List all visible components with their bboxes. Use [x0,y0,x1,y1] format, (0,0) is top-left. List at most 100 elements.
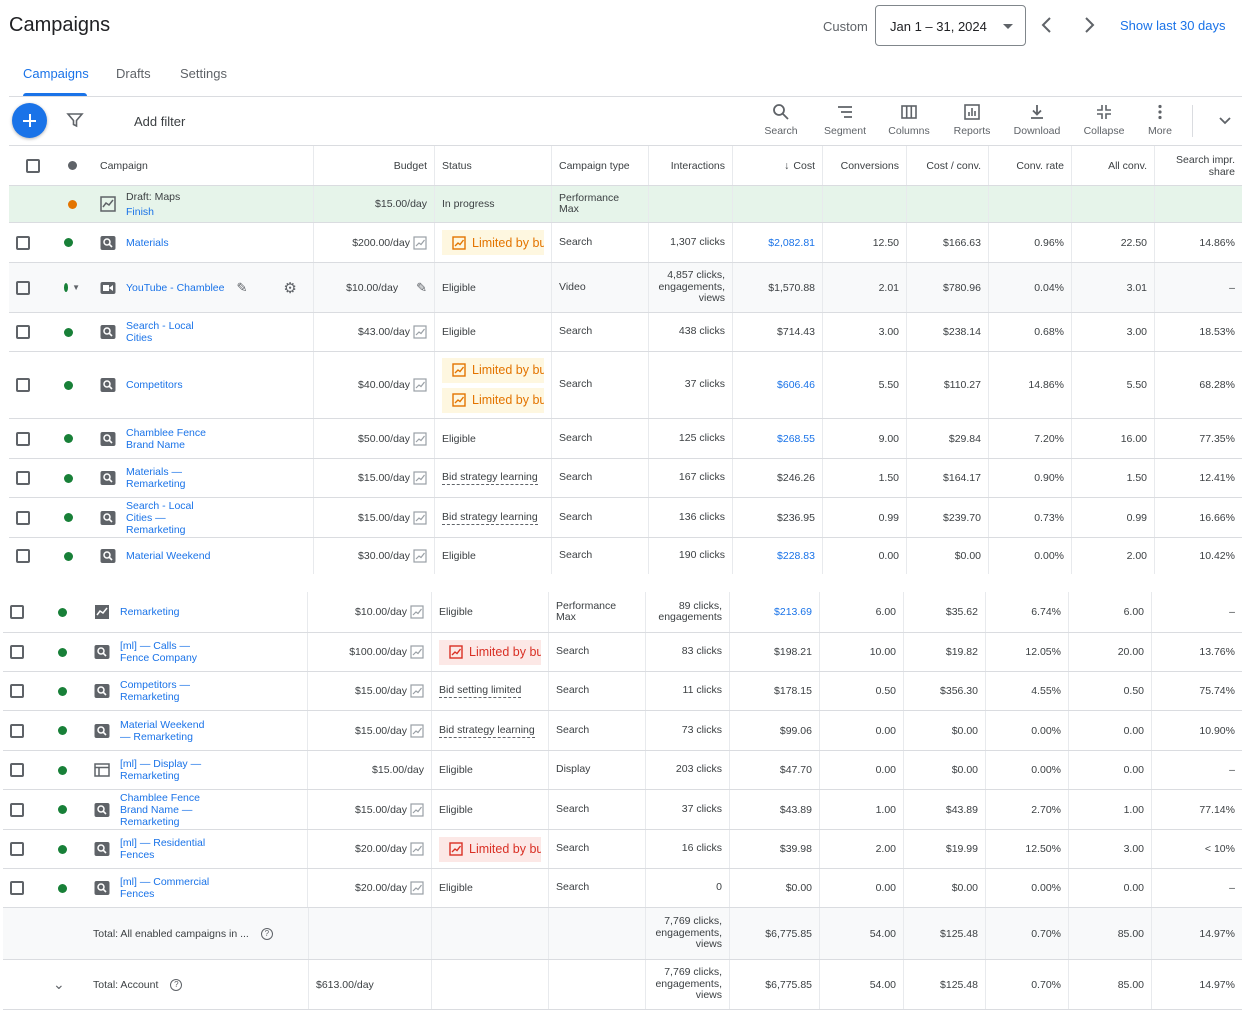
limited-status-badge-2[interactable]: Limited by budget [442,387,544,413]
budget-trend-icon[interactable] [413,325,427,339]
columns-tool-button[interactable]: Columns [881,103,937,137]
collapse-tool-button[interactable]: Collapse [1076,103,1132,137]
table-row[interactable]: Remarketing $10.00/day Eligible Performance… [3,592,1242,633]
table-row[interactable]: Material Weekend $30.00/day Eligible Search… [9,538,1242,575]
row-status[interactable] [57,459,87,497]
header-conv-rate[interactable]: Conv. rate [989,146,1072,185]
row-checkbox[interactable] [10,763,24,777]
campaign-name-link[interactable]: [ml] — Commercial Fences [120,876,210,900]
campaign-name-link[interactable]: Materials — Remarketing [126,466,186,490]
limited-status-badge[interactable]: Limited by budget [439,836,541,862]
cost-value[interactable]: $268.55 [777,432,815,445]
enabled-status-dot[interactable] [58,686,67,696]
row-status[interactable] [57,313,87,351]
table-row[interactable]: [ml] — Display — Remarketing $15.00/day El… [3,751,1242,790]
enabled-status-dot[interactable] [64,380,73,390]
row-status[interactable] [57,419,87,458]
cost-value[interactable]: $213.69 [774,606,812,618]
budget-trend-icon[interactable] [410,684,424,698]
row-select[interactable] [9,459,57,497]
reports-tool-button[interactable]: Reports [944,103,1000,137]
next-period-button[interactable] [1079,14,1099,36]
header-budget[interactable]: Budget [314,146,435,185]
segment-tool-button[interactable]: Segment [817,103,873,137]
limited-status-badge[interactable]: Limited by budget [442,357,544,383]
filter-icon[interactable] [66,111,84,129]
row-checkbox[interactable] [16,510,30,525]
row-status[interactable] [51,711,81,750]
header-campaign[interactable]: Campaign [93,146,314,185]
enabled-status-dot[interactable] [58,805,67,814]
row-status[interactable]: ▼ [57,263,87,312]
row-checkbox[interactable] [16,378,30,392]
enabled-status-dot[interactable] [64,513,73,522]
campaign-name-link[interactable]: Search - Local Cities [126,320,194,344]
previous-period-button[interactable] [1037,14,1057,36]
status-text[interactable]: Bid setting limited [439,684,522,698]
table-row[interactable]: [ml] — Commercial Fences $20.00/day Eligib… [3,869,1242,908]
select-all-checkbox[interactable] [26,158,40,173]
budget-trend-icon[interactable] [410,881,424,895]
campaign-name-link[interactable]: YouTube - Chamblee [126,281,225,294]
header-cost-per-conv[interactable]: Cost / conv. [907,146,989,185]
header-status[interactable]: Status [435,146,552,185]
campaign-name-link[interactable]: Chamblee Fence Brand Name [126,426,206,451]
table-row[interactable]: Chamblee Fence Brand Name — Remarketing $… [3,790,1242,830]
budget-trend-icon[interactable] [413,431,427,446]
budget-trend-icon[interactable] [413,549,427,563]
campaign-name-link[interactable]: [ml] — Residential Fences [120,837,206,861]
row-status[interactable] [57,538,87,574]
row-status[interactable] [57,498,87,537]
table-row[interactable]: ▼ YouTube - Chamblee ✎ ⚙ $10.00/day ✎ Eligible… [9,263,1242,313]
header-conversions[interactable]: Conversions [823,146,907,185]
enabled-status-dot[interactable] [58,765,67,775]
row-status[interactable] [57,352,87,418]
date-range-picker[interactable]: Jan 1 – 31, 2024 [875,5,1026,46]
help-icon[interactable]: ? [170,978,183,991]
row-select[interactable] [3,592,51,632]
campaign-name-link[interactable]: [ml] — Display — Remarketing [120,758,202,782]
row-checkbox[interactable] [10,802,24,817]
budget-trend-icon[interactable] [413,235,427,250]
table-row[interactable]: Material Weekend — Remarketing $15.00/day… [3,711,1242,751]
budget-trend-icon[interactable] [413,510,427,525]
table-row[interactable]: Search - Local Cities — Remarketing $15.0… [9,498,1242,538]
cost-value[interactable]: $228.83 [777,550,815,562]
row-select[interactable] [9,263,57,312]
row-checkbox[interactable] [10,605,24,619]
status-text[interactable]: Bid strategy learning [442,471,538,485]
budget-trend-icon[interactable] [410,842,424,856]
row-select[interactable] [9,538,57,574]
campaign-name-link[interactable]: Material Weekend [126,550,211,562]
campaign-name-link[interactable]: Material Weekend — Remarketing [120,718,205,743]
enabled-status-dot[interactable] [64,283,69,292]
row-checkbox[interactable] [16,471,30,485]
campaign-name-link[interactable]: Chamblee Fence Brand Name — Remarketing [120,791,200,828]
enabled-status-dot[interactable] [58,607,67,617]
row-status[interactable] [57,223,87,262]
show-last-30-days-link[interactable]: Show last 30 days [1120,18,1226,33]
enabled-status-dot[interactable] [64,434,73,443]
table-row[interactable]: [ml] — Residential Fences $20.00/day Limit… [3,830,1242,869]
row-select[interactable] [3,869,51,907]
row-checkbox[interactable] [10,645,24,659]
row-select[interactable] [3,751,51,789]
add-campaign-button[interactable] [12,103,47,138]
draft-row[interactable]: Draft: Maps Finish $15.00/day In progress… [9,186,1242,223]
edit-budget-pencil-icon[interactable]: ✎ [416,279,427,295]
campaign-name-link[interactable]: Remarketing [120,606,180,618]
search-tool-button[interactable]: Search [753,103,809,137]
status-text[interactable]: Bid strategy learning [442,510,538,525]
campaign-name-link[interactable]: Competitors — Remarketing [120,679,191,703]
row-select[interactable] [3,790,51,829]
expand-total-chevron-icon[interactable]: ⌄ [53,976,65,992]
row-checkbox[interactable] [16,549,30,563]
tab-drafts[interactable]: Drafts [116,66,151,81]
table-row[interactable]: Materials $200.00/day Limited by budget Sea… [9,223,1242,263]
row-checkbox[interactable] [16,280,30,295]
row-status[interactable] [51,751,81,789]
budget-trend-icon[interactable] [410,723,424,738]
row-checkbox[interactable] [10,723,24,738]
enabled-status-dot[interactable] [58,726,67,735]
